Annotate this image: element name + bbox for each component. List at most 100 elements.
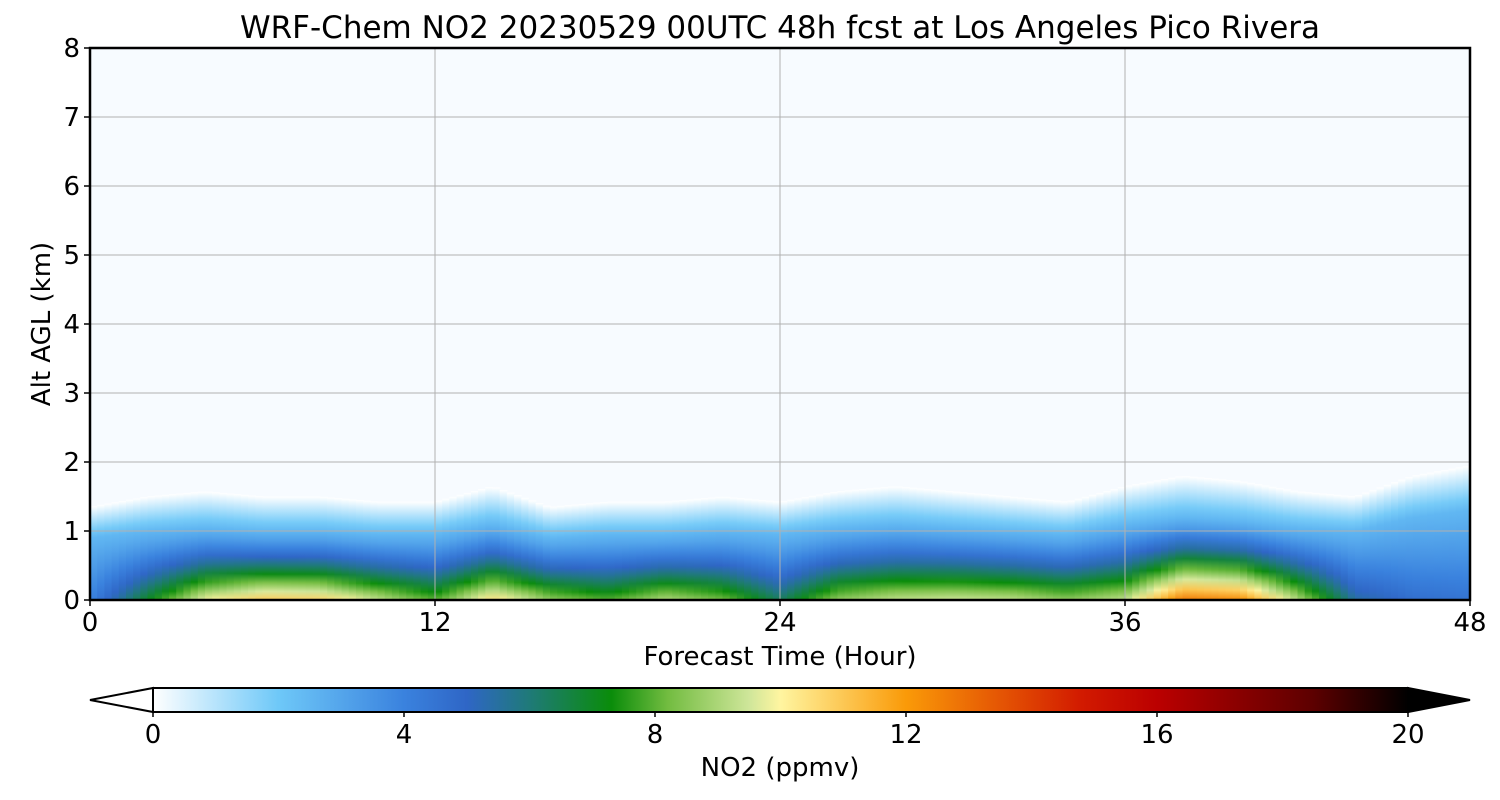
- field-column: [981, 494, 990, 600]
- field-column: [140, 497, 149, 600]
- field-column: [1297, 491, 1306, 600]
- field-column: [1412, 475, 1421, 600]
- field-column: [988, 494, 997, 600]
- field-column: [1283, 489, 1291, 600]
- field-column: [197, 491, 206, 600]
- field-column: [1096, 492, 1105, 600]
- field-column: [1319, 493, 1327, 600]
- colorbar-tick-label: 0: [145, 720, 162, 750]
- field-column: [1146, 481, 1155, 600]
- field-column: [1024, 498, 1033, 600]
- field-column: [1419, 473, 1428, 600]
- field-column: [585, 503, 594, 600]
- field-column: [1089, 494, 1097, 600]
- field-column: [1103, 491, 1112, 600]
- field-column: [715, 496, 724, 600]
- field-column: [320, 496, 328, 600]
- colorbar-tick-label: 20: [1391, 720, 1424, 750]
- field-column: [1117, 487, 1126, 600]
- field-column: [1311, 492, 1320, 600]
- field-column: [758, 500, 767, 600]
- x-tick-label: 36: [1108, 608, 1141, 638]
- field-column: [1110, 489, 1119, 600]
- field-column: [269, 496, 278, 600]
- field-column: [557, 505, 565, 600]
- field-column: [873, 487, 882, 600]
- field-column: [1304, 492, 1313, 600]
- field-column: [413, 501, 422, 600]
- field-column: [1218, 479, 1227, 600]
- colorbar-ticks: 0 4 8 12 16 20: [145, 712, 1425, 750]
- field-column: [1002, 496, 1011, 600]
- field-column: [736, 498, 745, 600]
- field-column: [97, 504, 105, 600]
- field-column: [1326, 494, 1335, 600]
- y-axis-label: Alt AGL (km): [27, 242, 57, 406]
- field-column: [607, 501, 616, 600]
- y-tick-label: 5: [63, 241, 80, 271]
- field-column: [492, 487, 501, 600]
- colorbar-tick-label: 12: [889, 720, 922, 750]
- field-column: [291, 496, 300, 600]
- field-column: [1189, 476, 1198, 600]
- field-column: [90, 506, 98, 600]
- field-column: [456, 494, 465, 600]
- y-tick-label: 8: [63, 34, 80, 64]
- field-column: [1434, 471, 1442, 600]
- no2-field: [90, 466, 1470, 600]
- field-column: [1125, 485, 1133, 600]
- y-tick-label: 7: [63, 103, 80, 133]
- field-column: [1010, 496, 1018, 600]
- field-column: [104, 503, 113, 600]
- field-column: [657, 501, 666, 600]
- field-column: [1398, 479, 1406, 600]
- field-column: [327, 497, 335, 600]
- field-column: [729, 497, 738, 600]
- field-column: [859, 489, 867, 600]
- field-column: [830, 491, 839, 600]
- field-column: [1053, 500, 1061, 600]
- field-column: [578, 503, 587, 600]
- field-column: [542, 505, 551, 600]
- field-column: [564, 505, 573, 600]
- field-column: [1160, 479, 1169, 600]
- y-tick-label: 6: [63, 172, 80, 202]
- field-column: [643, 501, 652, 600]
- field-column: [478, 489, 486, 600]
- colorbar: 0 4 8 12 16 20 NO2 (ppmv): [89, 686, 1471, 783]
- field-column: [205, 491, 213, 600]
- field-column: [514, 495, 522, 600]
- field-column: [147, 496, 156, 600]
- field-column: [435, 500, 443, 600]
- field-column: [1175, 476, 1184, 600]
- field-column: [363, 500, 371, 600]
- field-column: [1462, 466, 1470, 600]
- colorbar-extend-low: [89, 686, 154, 714]
- field-column: [1405, 477, 1414, 600]
- field-column: [636, 501, 645, 600]
- field-column: [161, 494, 170, 600]
- field-column: [744, 498, 752, 600]
- field-column: [571, 504, 580, 600]
- field-column: [212, 492, 220, 600]
- field-column: [355, 500, 364, 600]
- x-axis: 0 12 24 36 48: [82, 600, 1487, 638]
- field-column: [650, 501, 659, 600]
- chart-title: WRF-Chem NO2 20230529 00UTC 48h fcst at …: [240, 10, 1320, 46]
- field-column: [916, 488, 925, 600]
- field-column: [298, 496, 307, 600]
- field-column: [1390, 482, 1399, 600]
- field-column: [1455, 467, 1464, 600]
- field-column: [1196, 477, 1205, 600]
- field-column: [1045, 500, 1054, 600]
- field-column: [938, 490, 946, 600]
- y-tick-label: 3: [63, 379, 80, 409]
- field-column: [406, 501, 415, 600]
- field-column: [1383, 484, 1392, 600]
- field-column: [248, 495, 256, 600]
- field-column: [1132, 484, 1140, 600]
- field-column: [1182, 476, 1191, 600]
- field-column: [1362, 492, 1370, 600]
- field-column: [851, 489, 860, 600]
- field-column: [442, 498, 450, 600]
